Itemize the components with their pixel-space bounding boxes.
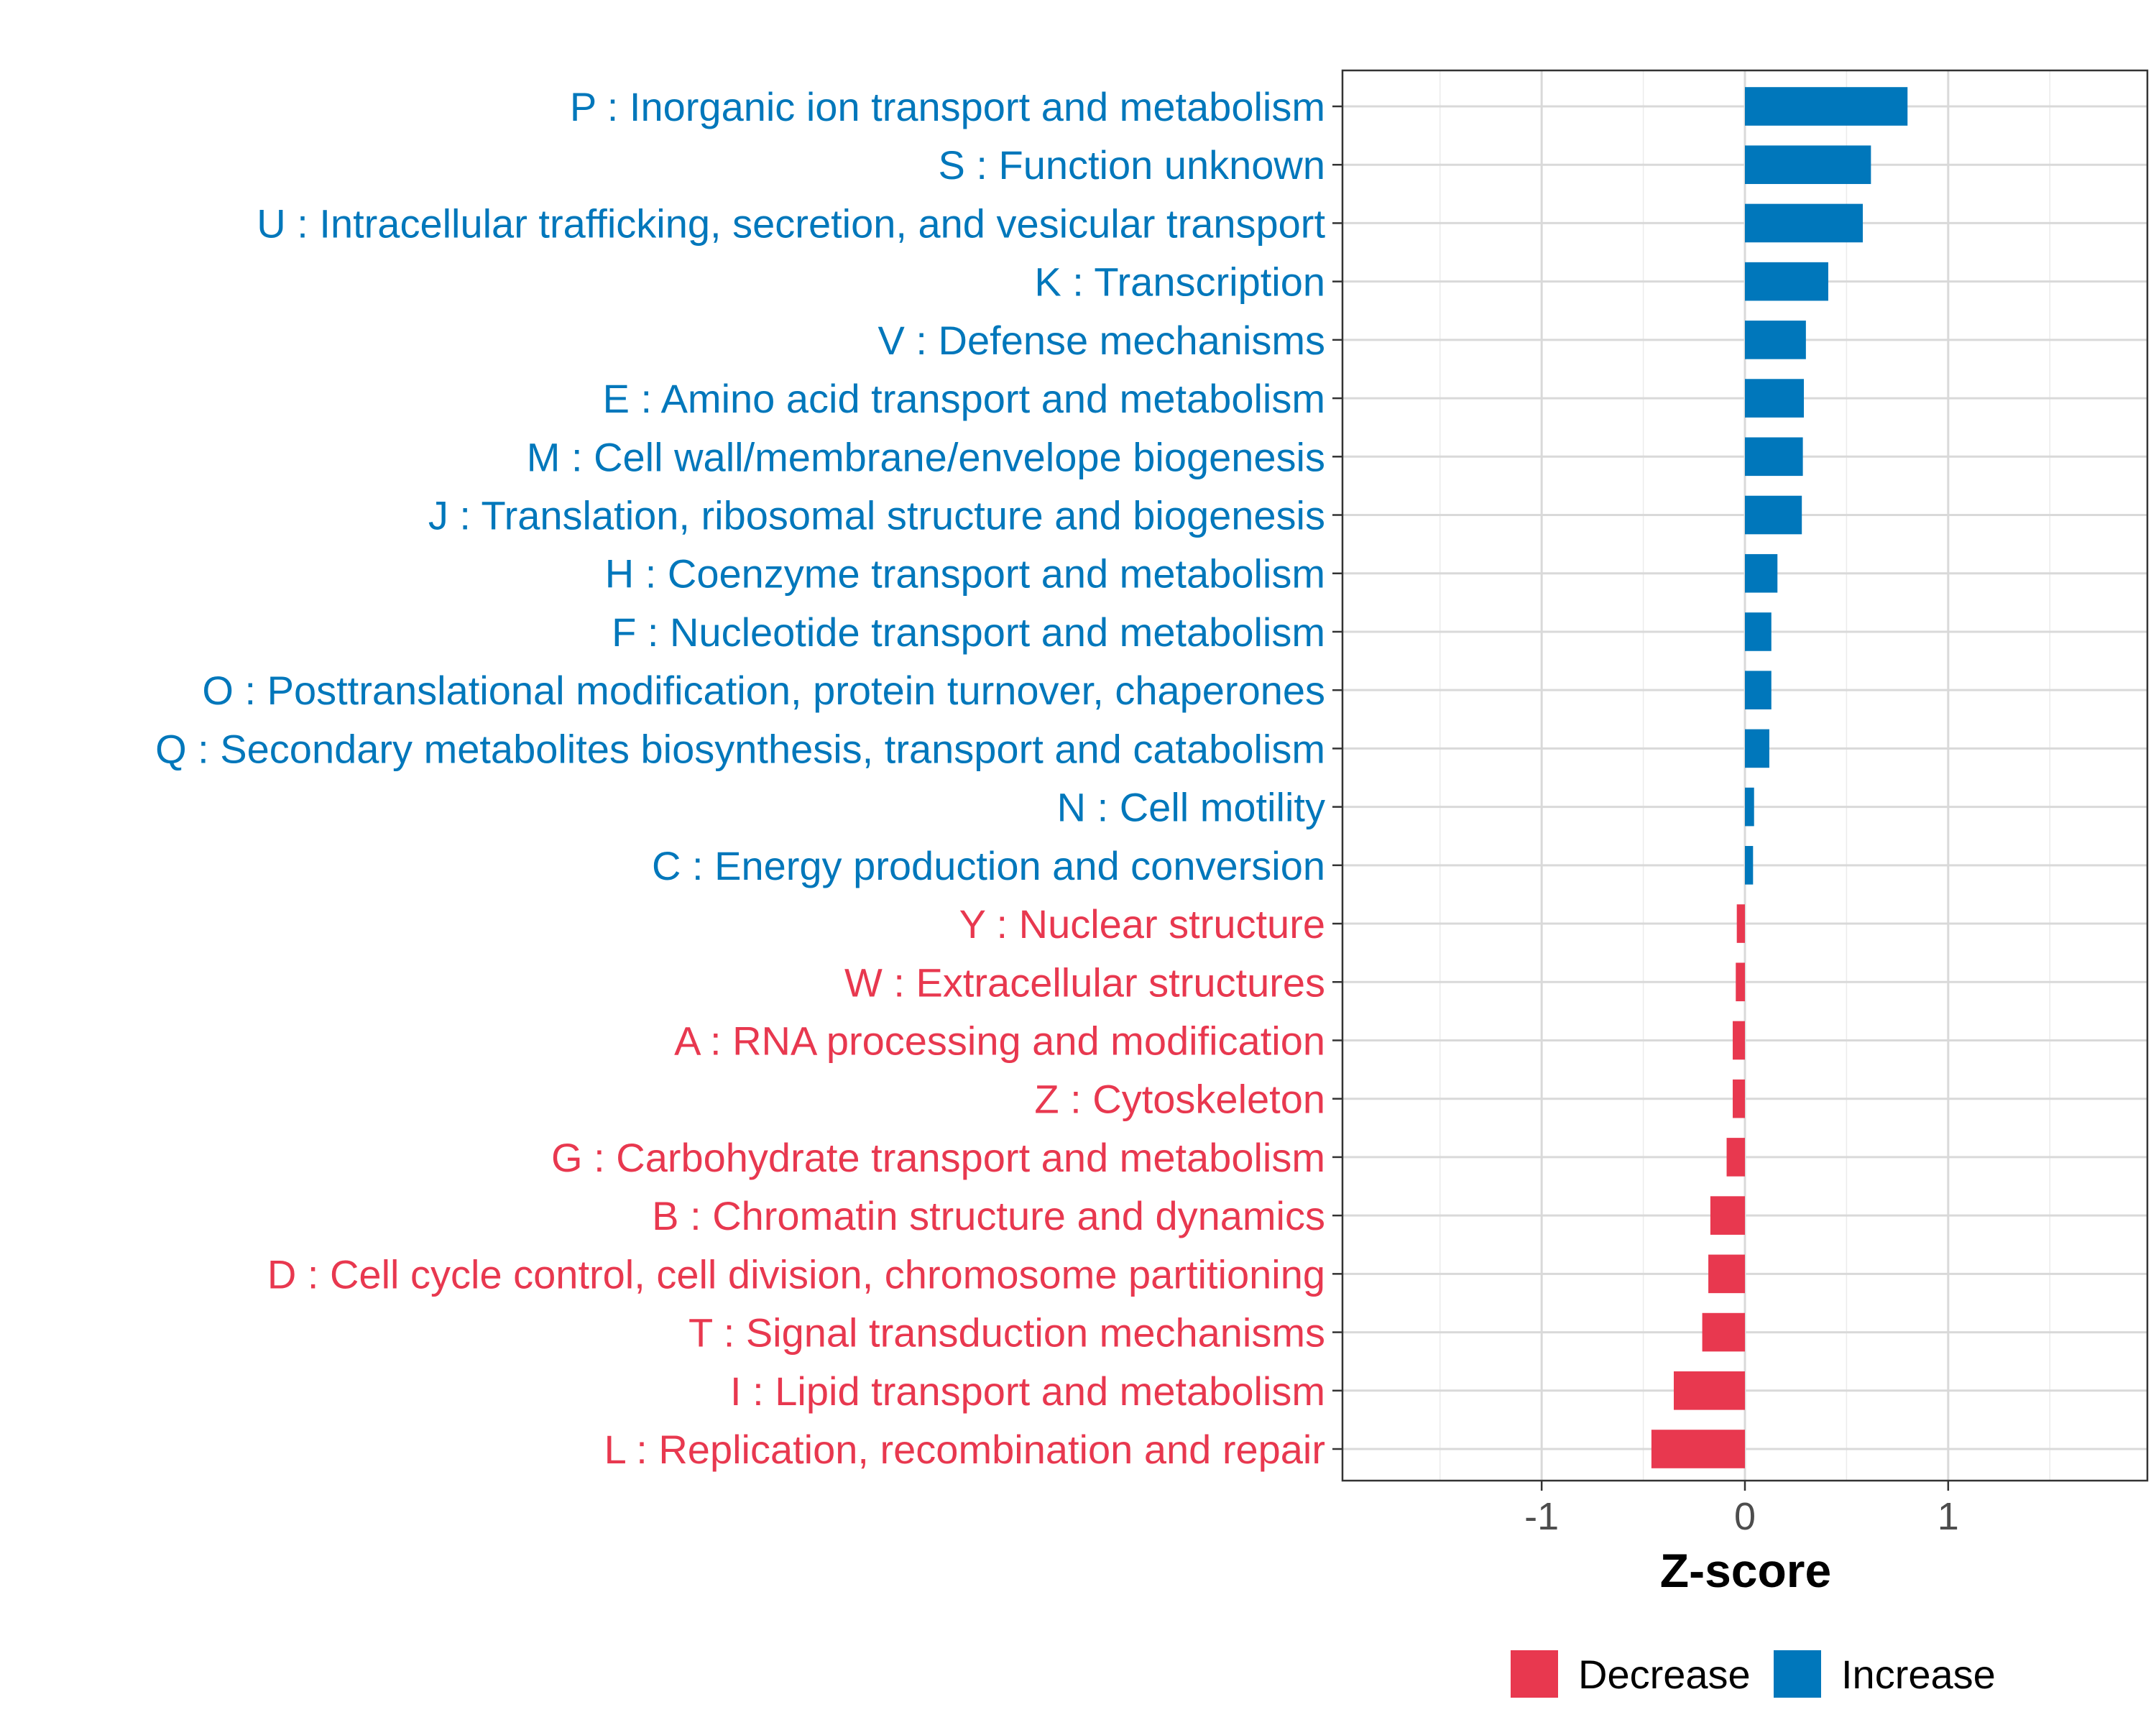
- y-tick-label: M : Cell wall/membrane/envelope biogenes…: [527, 434, 1325, 479]
- bar: [1733, 1079, 1745, 1118]
- bar: [1736, 962, 1745, 1002]
- y-tick-label: N : Cell motility: [1057, 785, 1325, 830]
- y-tick-label: H : Coenzyme transport and metabolism: [605, 551, 1325, 597]
- y-tick-label: G : Carbohydrate transport and metabolis…: [551, 1135, 1325, 1180]
- x-axis: -1 0 1: [1524, 1481, 1959, 1538]
- bar: [1733, 1021, 1745, 1060]
- y-tick-label: V : Defense mechanisms: [878, 318, 1325, 363]
- y-tick-label: I : Lipid transport and metabolism: [730, 1368, 1325, 1414]
- bar: [1745, 495, 1802, 535]
- y-tick-label: C : Energy production and conversion: [652, 843, 1325, 888]
- y-tick-label: D : Cell cycle control, cell division, c…: [267, 1251, 1325, 1297]
- x-tick-label: 1: [1938, 1495, 1959, 1538]
- y-tick-label: B : Chromatin structure and dynamics: [652, 1193, 1325, 1238]
- y-tick-label: O : Posttranslational modification, prot…: [202, 668, 1325, 713]
- bar: [1708, 1254, 1745, 1294]
- bar: [1674, 1371, 1745, 1410]
- y-tick-label: Y : Nuclear structure: [959, 901, 1325, 947]
- bars: [1651, 87, 1908, 1468]
- y-tick-label: A : RNA processing and modification: [674, 1018, 1325, 1063]
- bar: [1726, 1138, 1745, 1177]
- y-tick-label: U : Intracellular trafficking, secretion…: [257, 201, 1325, 246]
- legend-label-increase: Increase: [1841, 1652, 1996, 1697]
- bar: [1745, 203, 1864, 243]
- bar: [1745, 437, 1803, 477]
- y-tick-label: P : Inorganic ion transport and metaboli…: [570, 84, 1325, 129]
- bar: [1745, 87, 1908, 126]
- y-tick-label: W : Extracellular structures: [844, 960, 1325, 1005]
- legend-key-increase: [1774, 1650, 1821, 1698]
- bar: [1745, 262, 1828, 301]
- bar: [1745, 145, 1871, 185]
- bar: [1745, 787, 1754, 827]
- y-tick-label: E : Amino acid transport and metabolism: [603, 376, 1325, 421]
- x-axis-title: Z-score: [1660, 1544, 1831, 1597]
- legend-label-decrease: Decrease: [1578, 1652, 1751, 1697]
- y-tick-label: J : Translation, ribosomal structure and…: [428, 493, 1325, 538]
- bar: [1745, 846, 1754, 885]
- bar: [1745, 612, 1772, 651]
- x-tick-label: -1: [1524, 1495, 1559, 1538]
- bar: [1702, 1312, 1745, 1352]
- y-tick-label: K : Transcription: [1034, 259, 1325, 305]
- bar: [1745, 553, 1778, 593]
- y-tick-label: Z : Cytoskeleton: [1034, 1077, 1325, 1122]
- y-tick-label: S : Function unknown: [938, 142, 1325, 188]
- bar: [1745, 379, 1805, 418]
- y-tick-label: Q : Secondary metabolites biosynthesis, …: [155, 726, 1325, 771]
- bar: [1745, 671, 1772, 709]
- legend-key-decrease: [1511, 1650, 1558, 1698]
- y-tick-label: L : Replication, recombination and repai…: [604, 1427, 1325, 1472]
- bar: [1745, 729, 1769, 768]
- legend: Decrease Increase: [1511, 1650, 1996, 1698]
- x-tick-label: 0: [1734, 1495, 1756, 1538]
- y-tick-label: F : Nucleotide transport and metabolism: [612, 610, 1325, 655]
- bar: [1710, 1196, 1745, 1235]
- bar: [1736, 904, 1745, 943]
- y-axis: P : Inorganic ion transport and metaboli…: [155, 84, 1342, 1472]
- y-tick-label: T : Signal transduction mechanisms: [688, 1310, 1325, 1356]
- bar: [1745, 321, 1806, 359]
- bar: [1651, 1430, 1745, 1468]
